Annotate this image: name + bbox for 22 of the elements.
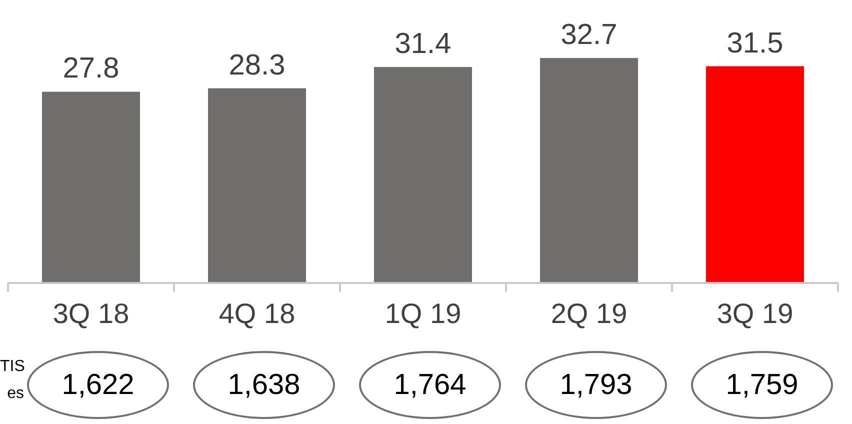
data-label: 31.5 [726,27,784,60]
x-tick-label: 3Q 18 [52,298,130,329]
bar [540,58,638,283]
data-label: 32.7 [560,19,618,51]
x-tick-label: 4Q 18 [218,298,296,329]
oval-outline: 1,764 [359,351,501,419]
oval-outline: 1,793 [525,351,667,419]
data-label: 31.4 [394,28,452,60]
bar [374,66,472,283]
text: es [6,385,24,403]
oval-outline: 1,759 [691,351,833,419]
x-tick-label: 2Q 19 [550,298,628,329]
x-tick-label: 3Q 19 [716,298,794,329]
data-label: 28.3 [228,49,286,82]
data-label: 27.8 [62,52,120,85]
oval-outline: 1,622 [27,351,169,419]
text: TIS [0,358,25,376]
bar [706,66,804,283]
oval-outline: 1,638 [193,351,335,419]
bar [42,92,140,283]
x-tick-label: 1Q 19 [384,298,462,329]
bar [208,88,306,283]
